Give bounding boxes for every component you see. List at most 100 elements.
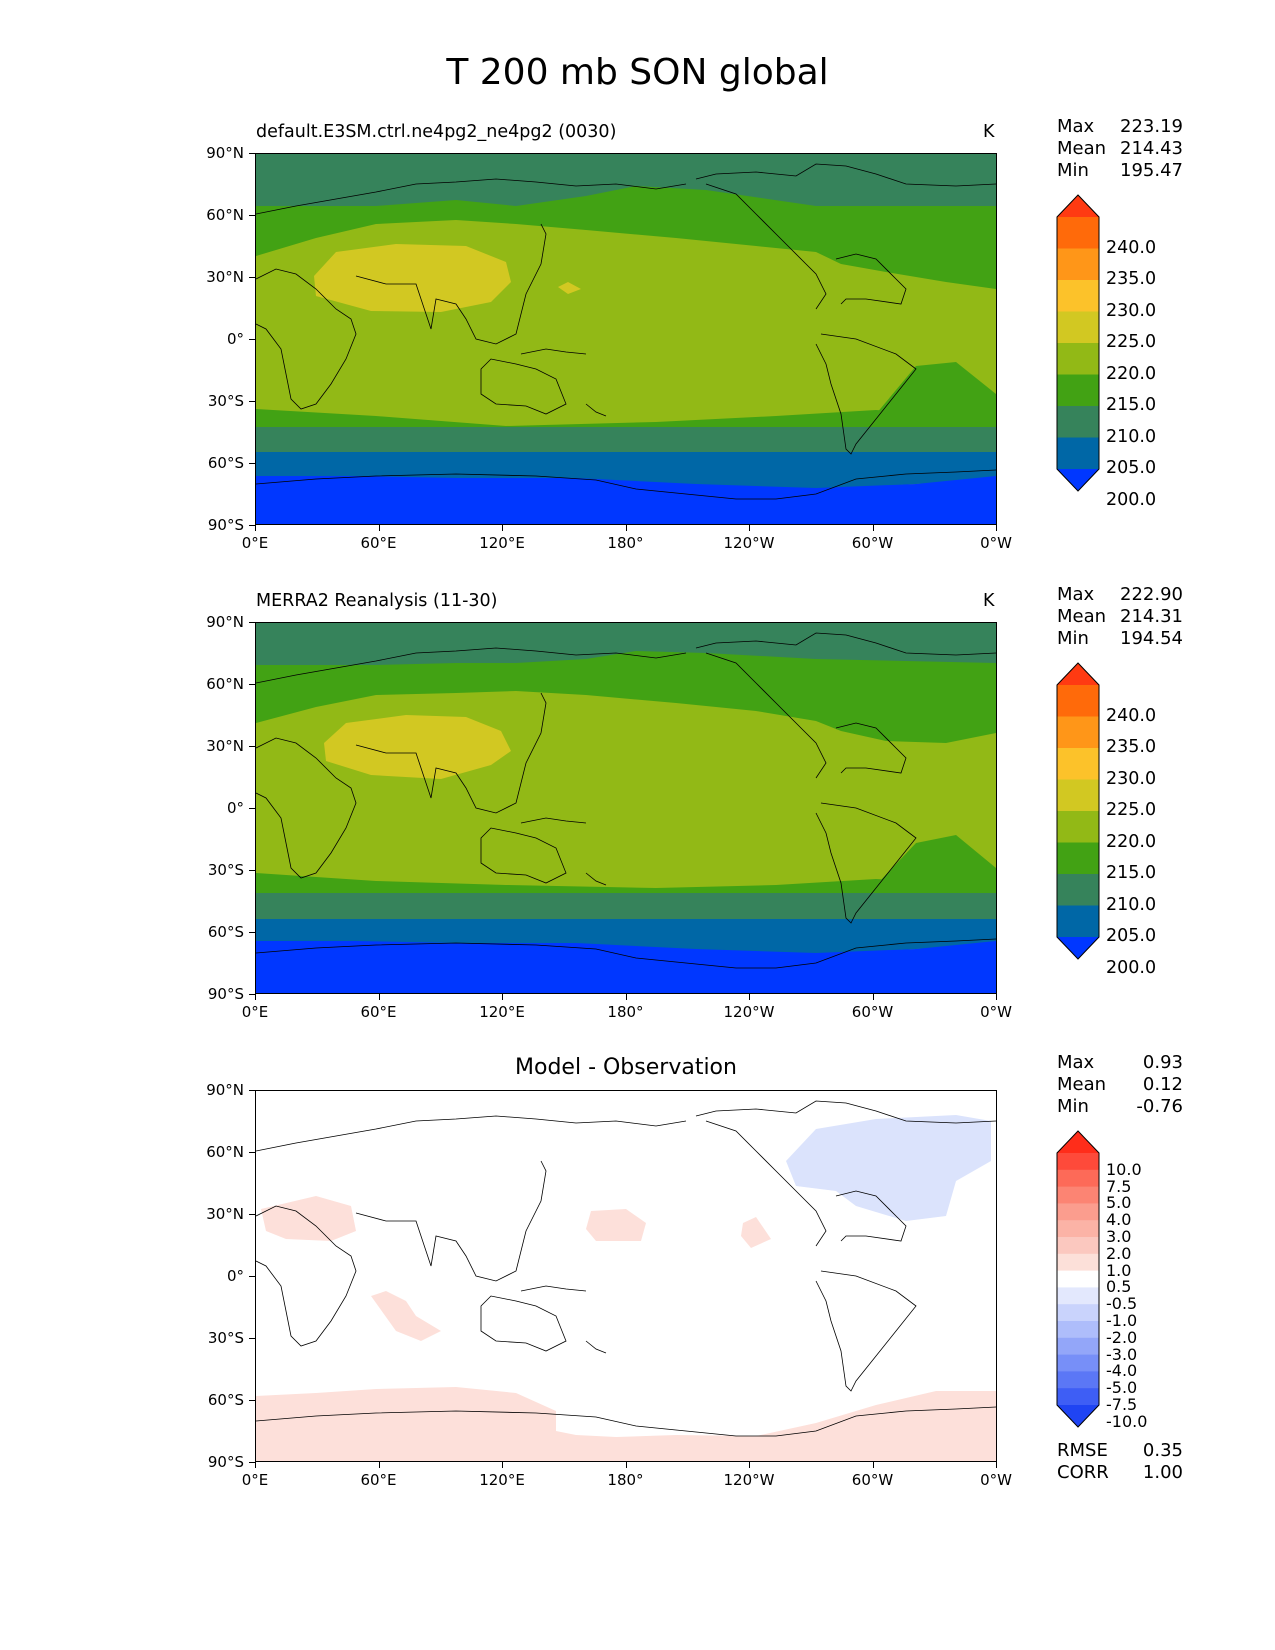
colorbar-level-label: 0.5 <box>1106 1277 1132 1297</box>
colorbar-segment <box>1057 1337 1099 1356</box>
colorbar-extend-min <box>1057 937 1099 959</box>
colorbar-segment <box>1057 842 1099 875</box>
colorbar-level-label: 2.0 <box>1106 1243 1132 1263</box>
lat-tick-mark <box>249 463 255 464</box>
polar-north <box>256 623 996 665</box>
colorbar-segment <box>1057 1287 1099 1305</box>
positive-indian <box>371 1291 441 1341</box>
colorbar-segment <box>1057 1186 1099 1204</box>
lon-tick-label: 0°W <box>980 1471 1012 1489</box>
lon-tick-label: 120°E <box>479 534 525 552</box>
colorbar-segment <box>1057 406 1099 438</box>
lat-tick-label: 0° <box>226 1267 244 1285</box>
colorbar-segment <box>1057 217 1099 249</box>
colorbar-segment <box>1057 1304 1099 1322</box>
lat-tick-label: 60°N <box>206 675 244 693</box>
colorbar-segment <box>1057 1388 1099 1406</box>
lat-tick-mark <box>249 746 255 747</box>
colorbar-level-label: 1.0 <box>1106 1260 1132 1280</box>
colorbar-level-label: 225.0 <box>1106 332 1157 352</box>
colorbar-segment <box>1057 248 1099 281</box>
polar-s-border <box>256 427 996 454</box>
lon-tick-mark <box>996 525 997 531</box>
lon-tick-mark <box>749 525 750 531</box>
lon-tick-mark <box>749 994 750 1000</box>
lon-tick-mark <box>255 525 256 531</box>
colorbar-segment <box>1057 311 1099 344</box>
band-205-south <box>256 452 996 490</box>
colorbar-outline <box>1056 1130 1100 1428</box>
polar-south <box>256 476 996 524</box>
panel-2-subtitle: MERRA2 Reanalysis (11-30) <box>256 591 498 611</box>
colorbar-segment <box>1057 748 1099 780</box>
lon-tick-label: 0°E <box>241 534 269 552</box>
lat-tick-label: 30°N <box>206 268 244 286</box>
lon-tick-mark <box>625 525 627 531</box>
colorbar-level-label: 4.0 <box>1106 1210 1132 1230</box>
colorbar-level-label: 240.0 <box>1106 237 1157 258</box>
figure-title: T 200 mb SON global <box>446 52 829 93</box>
lon-tick-mark <box>749 1462 750 1468</box>
colorbar-segment <box>1057 1220 1099 1238</box>
band-220-tibet <box>314 244 511 312</box>
stat-min-label: Min <box>1057 628 1089 649</box>
stat-min-value: 195.47 <box>1120 160 1183 181</box>
band-210-south <box>256 409 996 429</box>
lon-tick-label: 180° <box>607 534 644 552</box>
panel-1-map <box>255 153 997 525</box>
panel-2-units: K <box>983 591 995 611</box>
lat-tick-mark <box>249 684 255 685</box>
stat-mean-label: Mean <box>1057 138 1107 159</box>
colorbar-level-label: 235.0 <box>1106 269 1157 289</box>
lat-tick-label: 30°S <box>207 392 244 410</box>
lat-tick-mark <box>249 525 255 526</box>
lat-tick-label: 30°S <box>207 1329 244 1347</box>
lat-tick-label: 90°N <box>206 613 244 631</box>
stat-max-value: 222.90 <box>1120 584 1183 605</box>
lon-tick-mark <box>872 525 874 531</box>
panel-3-subtitle: Model - Observation <box>515 1055 737 1080</box>
stat-min-label: Min <box>1057 1096 1089 1117</box>
colorbar-level-label: -2.0 <box>1106 1327 1138 1347</box>
colorbar-level-label: -4.0 <box>1106 1361 1138 1381</box>
colorbar-extend-min <box>1057 1405 1099 1427</box>
stat-max-value: 223.19 <box>1120 116 1183 137</box>
colorbar-segment <box>1057 1321 1099 1339</box>
colorbar-segment <box>1057 1203 1099 1221</box>
lon-tick-label: 120°E <box>479 1471 525 1489</box>
colorbar-level-label: 215.0 <box>1106 395 1157 415</box>
diff-metrics: RMSE 0.35 CORR 1.00 <box>1057 1440 1183 1484</box>
band-220-spot <box>558 282 581 294</box>
panel-3-map <box>255 1090 997 1462</box>
lat-tick-label: 60°N <box>206 1143 244 1161</box>
lon-tick-mark <box>502 525 503 531</box>
band-210-south <box>256 873 996 895</box>
lon-tick-label: 60°W <box>851 534 894 552</box>
colorbar-level-label: 5.0 <box>1106 1193 1132 1213</box>
stat-max-label: Max <box>1057 116 1095 137</box>
lat-tick-label: 60°S <box>207 923 244 941</box>
colorbar-level-label: 10.0 <box>1106 1159 1142 1179</box>
positive-pacific-2 <box>741 1217 771 1248</box>
lat-tick-label: 60°S <box>207 1391 244 1409</box>
lon-tick-mark <box>625 994 627 1000</box>
lat-tick-mark <box>249 1338 255 1339</box>
colorbar-level-label: 220.0 <box>1106 363 1157 384</box>
lon-tick-mark <box>502 1462 503 1468</box>
colorbar-level-label: 235.0 <box>1106 737 1157 757</box>
colorbar-segment <box>1057 1270 1099 1288</box>
lat-tick-label: 30°N <box>206 1205 244 1223</box>
colorbar-level-label: -10.0 <box>1106 1411 1148 1431</box>
stat-mean-value: 214.31 <box>1120 606 1183 627</box>
colorbar-level-label: 200.0 <box>1106 957 1157 978</box>
colorbar-level-label: -7.5 <box>1106 1395 1138 1414</box>
colorbar-segment <box>1057 874 1099 906</box>
negative-north-america <box>786 1115 991 1221</box>
lon-tick-mark <box>378 525 380 531</box>
coastlines <box>256 632 996 969</box>
stat-max-label: Max <box>1057 1052 1095 1073</box>
corr-value: 1.00 <box>1142 1462 1183 1483</box>
lat-tick-mark <box>249 1400 255 1401</box>
lon-tick-mark <box>255 994 256 1000</box>
band-210-south-atlantic <box>866 362 996 426</box>
